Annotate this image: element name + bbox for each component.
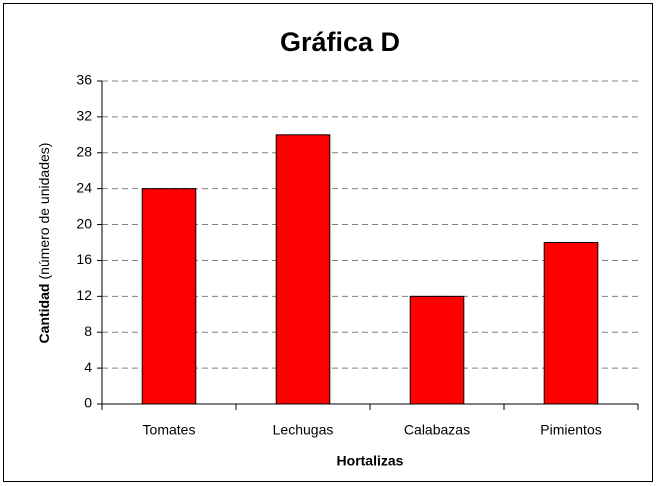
x-tick-label: Calabazas — [404, 422, 470, 438]
y-tick-label: 12 — [76, 287, 92, 303]
y-tick-label: 0 — [84, 395, 92, 411]
y-tick-label: 8 — [84, 323, 92, 339]
y-tick-label: 20 — [76, 215, 92, 231]
x-tick-label: Tomates — [143, 422, 196, 438]
x-tick-label: Lechugas — [273, 422, 334, 438]
bar — [543, 242, 599, 405]
y-tick-label: 32 — [76, 108, 92, 124]
y-axis-label-bold: Cantidad — [36, 284, 52, 344]
bar — [275, 134, 331, 405]
x-tick-label: Pimientos — [540, 422, 601, 438]
y-tick-label: 36 — [76, 72, 92, 88]
x-axis-label: Hortalizas — [337, 453, 404, 469]
y-tick-label: 28 — [76, 143, 92, 159]
bar — [141, 188, 197, 405]
y-axis-label-rest: (número de unidades) — [36, 143, 52, 280]
y-tick-label: 24 — [76, 179, 92, 195]
bar — [409, 295, 465, 405]
y-axis-label: Cantidad (número de unidades) — [36, 143, 52, 344]
chart-title: Gráfica D — [280, 27, 400, 57]
y-tick-label: 16 — [76, 251, 92, 267]
y-tick-label: 4 — [84, 359, 92, 375]
